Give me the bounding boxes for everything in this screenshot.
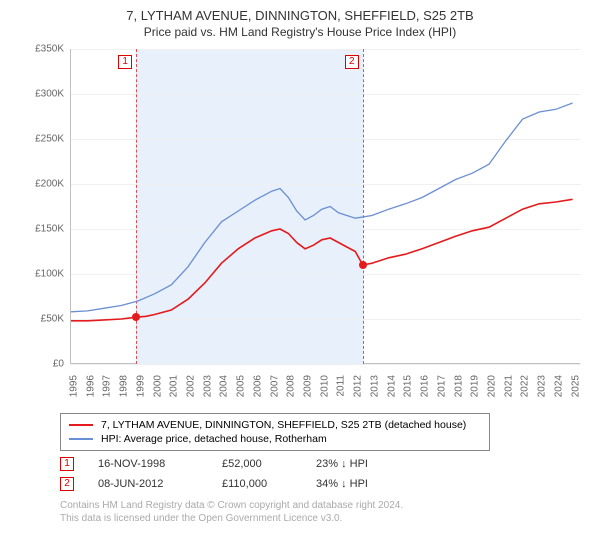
x-axis-label: 2019 — [470, 375, 481, 397]
line-chart-svg — [71, 49, 581, 364]
x-axis-label: 2022 — [520, 375, 531, 397]
x-axis-label: 2002 — [185, 375, 196, 397]
x-axis-label: 2021 — [503, 375, 514, 397]
sale-date-1: 16-NOV-1998 — [98, 458, 198, 470]
x-axis-label: 2004 — [219, 375, 230, 397]
legend: 7, LYTHAM AVENUE, DINNINGTON, SHEFFIELD,… — [60, 413, 490, 451]
sale-row-marker-2: 2 — [60, 477, 74, 491]
x-axis-label: 2016 — [419, 375, 430, 397]
sale-row-1: 1 16-NOV-1998 £52,000 23% ↓ HPI — [60, 457, 590, 471]
x-axis-label: 1995 — [68, 375, 79, 397]
legend-swatch-1 — [69, 424, 93, 426]
y-axis-label: £0 — [53, 359, 64, 370]
plot-region: 1 2 — [70, 49, 580, 364]
footer-attribution: Contains HM Land Registry data © Crown c… — [60, 499, 590, 525]
series-price_paid — [71, 199, 573, 320]
gridline — [71, 364, 581, 365]
sale-dot-2 — [359, 261, 367, 269]
x-axis-label: 2005 — [235, 375, 246, 397]
x-axis-label: 2001 — [169, 375, 180, 397]
legend-label-2: HPI: Average price, detached house, Roth… — [101, 433, 327, 445]
sale-pct-2: 34% ↓ HPI — [316, 478, 368, 490]
down-arrow-icon: ↓ — [341, 478, 347, 490]
x-axis-label: 2015 — [403, 375, 414, 397]
chart-area: 1 2 £0 £50K £100K £150K £200K £250K £300K £350K… — [20, 45, 580, 405]
x-axis-label: 2013 — [369, 375, 380, 397]
x-axis-label: 2006 — [252, 375, 263, 397]
y-axis-label: £200K — [35, 179, 64, 190]
chart-subtitle: Price paid vs. HM Land Registry's House … — [10, 25, 590, 39]
legend-label-1: 7, LYTHAM AVENUE, DINNINGTON, SHEFFIELD,… — [101, 419, 466, 431]
x-axis-label: 2007 — [269, 375, 280, 397]
x-axis-label: 1998 — [118, 375, 129, 397]
x-axis-label: 1997 — [102, 375, 113, 397]
sale-dot-1 — [132, 313, 140, 321]
footer-line-1: Contains HM Land Registry data © Crown c… — [60, 499, 590, 512]
sale-pct-1: 23% ↓ HPI — [316, 458, 368, 470]
x-axis-label: 2014 — [386, 375, 397, 397]
sale-row-marker-1: 1 — [60, 457, 74, 471]
x-axis-label: 1999 — [135, 375, 146, 397]
x-axis-label: 2025 — [570, 375, 581, 397]
legend-item-2: HPI: Average price, detached house, Roth… — [69, 432, 481, 446]
y-axis-label: £100K — [35, 269, 64, 280]
legend-swatch-2 — [69, 438, 93, 440]
sale-price-2: £110,000 — [222, 478, 292, 490]
chart-title: 7, LYTHAM AVENUE, DINNINGTON, SHEFFIELD,… — [10, 8, 590, 23]
x-axis-label: 2009 — [302, 375, 313, 397]
legend-item-1: 7, LYTHAM AVENUE, DINNINGTON, SHEFFIELD,… — [69, 418, 481, 432]
x-axis-label: 1996 — [85, 375, 96, 397]
x-axis-label: 2024 — [553, 375, 564, 397]
x-axis-label: 2012 — [353, 375, 364, 397]
footer-line-2: This data is licensed under the Open Gov… — [60, 512, 590, 525]
sale-price-1: £52,000 — [222, 458, 292, 470]
sale-marker-1: 1 — [118, 55, 132, 69]
y-axis-label: £150K — [35, 224, 64, 235]
down-arrow-icon: ↓ — [341, 458, 347, 470]
x-axis-label: 2010 — [319, 375, 330, 397]
sale-date-2: 08-JUN-2012 — [98, 478, 198, 490]
x-axis-label: 2011 — [335, 375, 346, 397]
y-axis-label: £300K — [35, 89, 64, 100]
sale-row-2: 2 08-JUN-2012 £110,000 34% ↓ HPI — [60, 477, 590, 491]
sale-marker-2: 2 — [345, 55, 359, 69]
x-axis-label: 2017 — [436, 375, 447, 397]
series-hpi — [71, 103, 573, 312]
y-axis-label: £350K — [35, 44, 64, 55]
x-axis-label: 2008 — [286, 375, 297, 397]
x-axis-label: 2000 — [152, 375, 163, 397]
x-axis-label: 2003 — [202, 375, 213, 397]
y-axis-label: £250K — [35, 134, 64, 145]
x-axis-label: 2018 — [453, 375, 464, 397]
x-axis-label: 2020 — [486, 375, 497, 397]
y-axis-label: £50K — [41, 314, 64, 325]
x-axis-label: 2023 — [536, 375, 547, 397]
